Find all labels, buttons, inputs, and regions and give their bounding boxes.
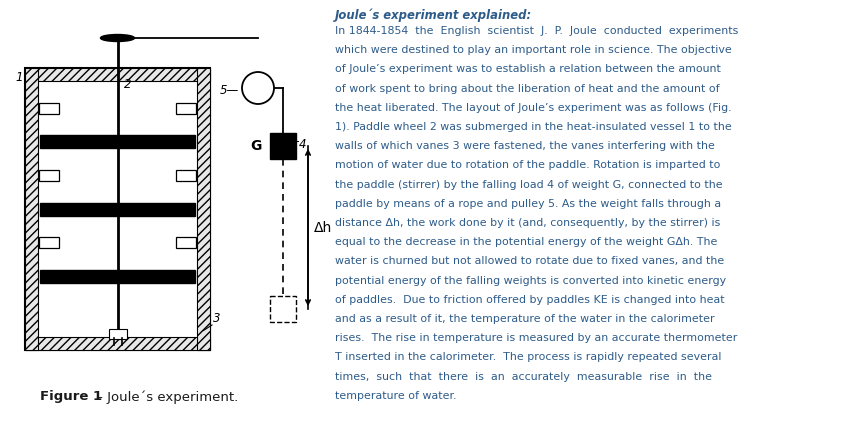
Text: of Joule’s experiment was to establish a relation between the amount: of Joule’s experiment was to establish a… <box>335 64 721 75</box>
Text: – Joule´s experiment.: – Joule´s experiment. <box>92 390 239 404</box>
Bar <box>270 133 296 159</box>
Text: of work spent to bring about the liberation of heat and the amount of: of work spent to bring about the liberat… <box>335 84 720 93</box>
Ellipse shape <box>100 34 135 41</box>
Text: In 1844-1854  the  English  scientist  J.  P.  Joule  conducted  experiments: In 1844-1854 the English scientist J. P.… <box>335 26 739 36</box>
Text: Δh: Δh <box>314 220 332 235</box>
Text: G: G <box>251 139 262 153</box>
Bar <box>39 103 59 114</box>
Bar <box>25 68 38 350</box>
Text: and as a result of it, the temperature of the water in the calorimeter: and as a result of it, the temperature o… <box>335 314 715 324</box>
Text: which were destined to play an important role in science. The objective: which were destined to play an important… <box>335 45 732 55</box>
Bar <box>108 329 126 339</box>
Circle shape <box>242 72 274 104</box>
Text: 3: 3 <box>213 313 221 325</box>
Text: equal to the decrease in the potential energy of the weight GΔh. The: equal to the decrease in the potential e… <box>335 237 717 247</box>
Text: 5—: 5— <box>220 85 239 97</box>
Text: walls of which vanes 3 were fastened, the vanes interfering with the: walls of which vanes 3 were fastened, th… <box>335 141 715 151</box>
Text: 1: 1 <box>15 71 23 84</box>
Text: 1). Paddle wheel 2 was submerged in the heat-insulated vessel 1 to the: 1). Paddle wheel 2 was submerged in the … <box>335 122 732 132</box>
Bar <box>40 270 195 283</box>
Text: of paddles.  Due to friction offered by paddles KE is changed into heat: of paddles. Due to friction offered by p… <box>335 295 725 305</box>
Text: rises.  The rise in temperature is measured by an accurate thermometer: rises. The rise in temperature is measur… <box>335 333 737 343</box>
Text: the heat liberated. The layout of Joule’s experiment was as follows (Fig.: the heat liberated. The layout of Joule’… <box>335 103 732 113</box>
Bar <box>40 202 195 216</box>
Text: times,  such  that  there  is  an  accurately  measurable  rise  in  the: times, such that there is an accurately … <box>335 372 712 381</box>
Text: 4: 4 <box>299 138 306 151</box>
Bar <box>176 103 196 114</box>
Bar <box>39 237 59 248</box>
Bar <box>270 296 296 322</box>
Bar <box>25 68 210 81</box>
Text: Figure 1: Figure 1 <box>40 390 102 403</box>
Text: potential energy of the falling weights is converted into kinetic energy: potential energy of the falling weights … <box>335 276 726 286</box>
Text: T inserted in the calorimeter.  The process is rapidly repeated several: T inserted in the calorimeter. The proce… <box>335 352 722 363</box>
Text: 2: 2 <box>124 78 131 91</box>
Text: water is churned but not allowed to rotate due to fixed vanes, and the: water is churned but not allowed to rota… <box>335 256 724 266</box>
Text: paddle by means of a rope and pulley 5. As the weight falls through a: paddle by means of a rope and pulley 5. … <box>335 199 721 209</box>
Text: the paddle (stirrer) by the falling load 4 of weight G, connected to the: the paddle (stirrer) by the falling load… <box>335 179 722 190</box>
Text: motion of water due to rotation of the paddle. Rotation is imparted to: motion of water due to rotation of the p… <box>335 161 721 170</box>
Bar <box>25 337 210 350</box>
Text: Joule´s experiment explained:: Joule´s experiment explained: <box>335 8 532 22</box>
Text: temperature of water.: temperature of water. <box>335 391 456 401</box>
Bar <box>39 170 59 181</box>
Bar <box>197 68 210 350</box>
Bar <box>176 170 196 181</box>
Bar <box>25 68 210 350</box>
Bar <box>176 237 196 248</box>
Bar <box>40 135 195 148</box>
Text: distance Δh, the work done by it (and, consequently, by the stirrer) is: distance Δh, the work done by it (and, c… <box>335 218 721 228</box>
